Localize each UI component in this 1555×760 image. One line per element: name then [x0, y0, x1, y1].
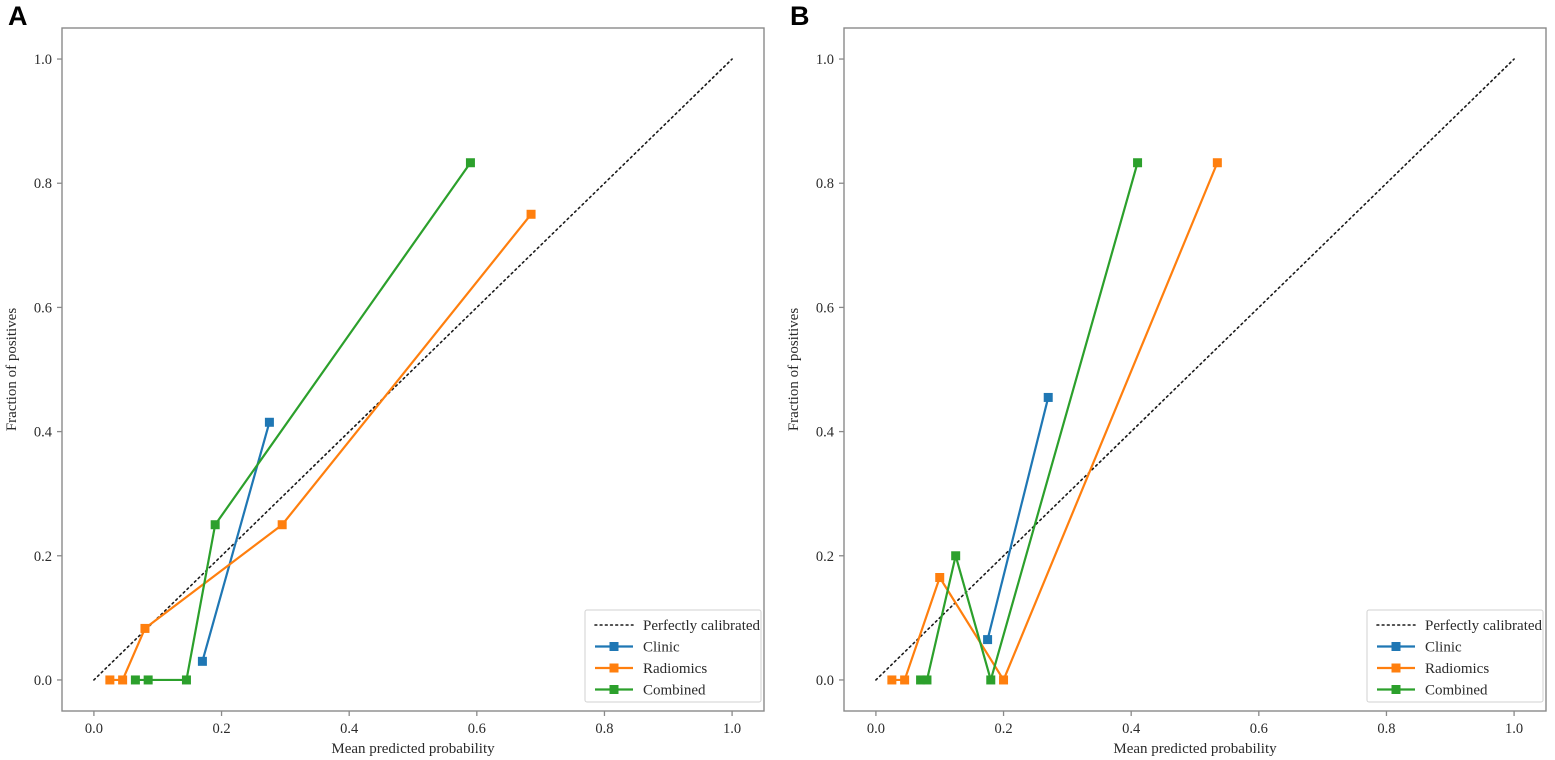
y-tick-label: 0.6: [816, 300, 834, 316]
series-line-clinic: [986, 397, 1050, 640]
legend-sample-marker: [1391, 642, 1401, 651]
legend-box: [584, 609, 762, 703]
series-marker-radiomics: [118, 675, 128, 685]
legend-sample-marker: [609, 663, 619, 673]
legend-sample-marker: [1391, 685, 1401, 694]
series-marker-radiomics: [526, 209, 536, 219]
x-axis-title: Mean predicted probability: [331, 741, 495, 757]
x-tick-label: 0.4: [340, 721, 359, 737]
panel-b-chart: 0.0 0.2 0.4 0.6 0.8 1.0 0.0 0.2 0.4 0.6 0.8 1.0 Mean…: [786, 27, 1547, 757]
series-marker-combined: [143, 675, 153, 685]
panel-label-a: A: [8, 1, 28, 31]
series-marker-clinic: [197, 656, 207, 666]
x-tick-label: 0.6: [1250, 721, 1268, 737]
series-marker-radiomics: [999, 675, 1009, 685]
x-tick-label: 0.2: [994, 721, 1012, 737]
y-tick-label: 0.4: [816, 425, 835, 441]
y-tick-label: 0.0: [816, 673, 834, 689]
legend-sample-marker: [609, 685, 619, 694]
x-tick-label: 0.6: [468, 721, 486, 737]
legend-label: Combined: [643, 683, 706, 699]
series-marker-clinic: [1043, 392, 1053, 402]
series-marker-radiomics: [887, 675, 897, 685]
x-tick-label: 0.4: [1122, 721, 1141, 737]
panel-a-chart: 0.0 0.2 0.4 0.6 0.8 1.0 0.0 0.2 0.4 0.6 0.8 1.0 Mean…: [4, 27, 765, 757]
legend-label: Combined: [1425, 683, 1488, 699]
legend-label: Radiomics: [643, 661, 707, 677]
series-marker-combined: [465, 158, 475, 168]
series-line-radiomics: [109, 213, 532, 682]
legend-label: Perfectly calibrated: [1425, 618, 1543, 634]
series-marker-radiomics: [900, 675, 910, 685]
y-tick-label: 0.8: [816, 176, 834, 192]
series-marker-radiomics: [935, 573, 945, 583]
y-tick-label: 0.2: [816, 549, 834, 565]
y-axis-title: Fraction of positives: [4, 308, 20, 431]
x-tick-label: 0.8: [1377, 721, 1395, 737]
legend-sample-marker: [1391, 663, 1401, 673]
perfectly-calibrated-line: [875, 58, 1515, 681]
series-marker-combined: [1133, 158, 1143, 168]
y-tick-label: 0.4: [34, 425, 53, 441]
series-marker-radiomics: [277, 520, 287, 530]
series-marker-combined: [951, 551, 961, 561]
series-marker-combined: [181, 675, 191, 685]
y-tick-label: 1.0: [34, 52, 52, 68]
x-tick-label: 0.2: [212, 721, 230, 737]
y-tick-label: 1.0: [816, 52, 834, 68]
y-axis-title: Fraction of positives: [786, 308, 802, 431]
series-marker-radiomics: [105, 675, 115, 685]
series-marker-clinic: [983, 635, 993, 645]
legend-box: [1366, 609, 1544, 703]
y-tick-label: 0.0: [34, 673, 52, 689]
y-tick-label: 0.2: [34, 549, 52, 565]
series-marker-combined: [986, 675, 996, 685]
series-marker-radiomics: [1212, 158, 1222, 168]
axes-spines: [61, 27, 765, 712]
legend-label: Perfectly calibrated: [643, 618, 761, 634]
x-tick-label: 1.0: [723, 721, 741, 737]
series-marker-combined: [130, 675, 140, 685]
series-marker-clinic: [264, 417, 274, 427]
legend-label: Clinic: [1425, 640, 1462, 656]
x-tick-label: 0.8: [595, 721, 613, 737]
panel-label-b: B: [790, 1, 810, 31]
panel-b: B 0.0 0.2 0.4 0.6 0.8 1.0 0.0 0.2 0.4 0.6 0.8 1.0 Me…: [782, 0, 1555, 760]
x-tick-label: 0.0: [85, 721, 103, 737]
series-line-radiomics: [891, 162, 1219, 682]
perfectly-calibrated-line: [93, 58, 733, 681]
panel-a: A 0.0 0.2 0.4 0.6 0.8 1.0 0.0 0.2 0.4 0.6 0.8 1.0 Me…: [0, 0, 773, 760]
series-marker-radiomics: [140, 623, 150, 633]
y-tick-label: 0.6: [34, 300, 52, 316]
series-line-combined: [920, 162, 1139, 682]
axes-spines: [843, 27, 1547, 712]
x-tick-label: 1.0: [1505, 721, 1523, 737]
legend-sample-marker: [609, 642, 619, 651]
series-marker-combined: [210, 520, 220, 530]
legend-label: Radiomics: [1425, 661, 1489, 677]
legend-label: Clinic: [643, 640, 680, 656]
x-tick-label: 0.0: [867, 721, 885, 737]
series-marker-combined: [916, 675, 926, 685]
y-tick-label: 0.8: [34, 176, 52, 192]
series-marker-combined: [922, 675, 932, 685]
x-axis-title: Mean predicted probability: [1113, 741, 1277, 757]
series-line-combined: [135, 162, 472, 682]
